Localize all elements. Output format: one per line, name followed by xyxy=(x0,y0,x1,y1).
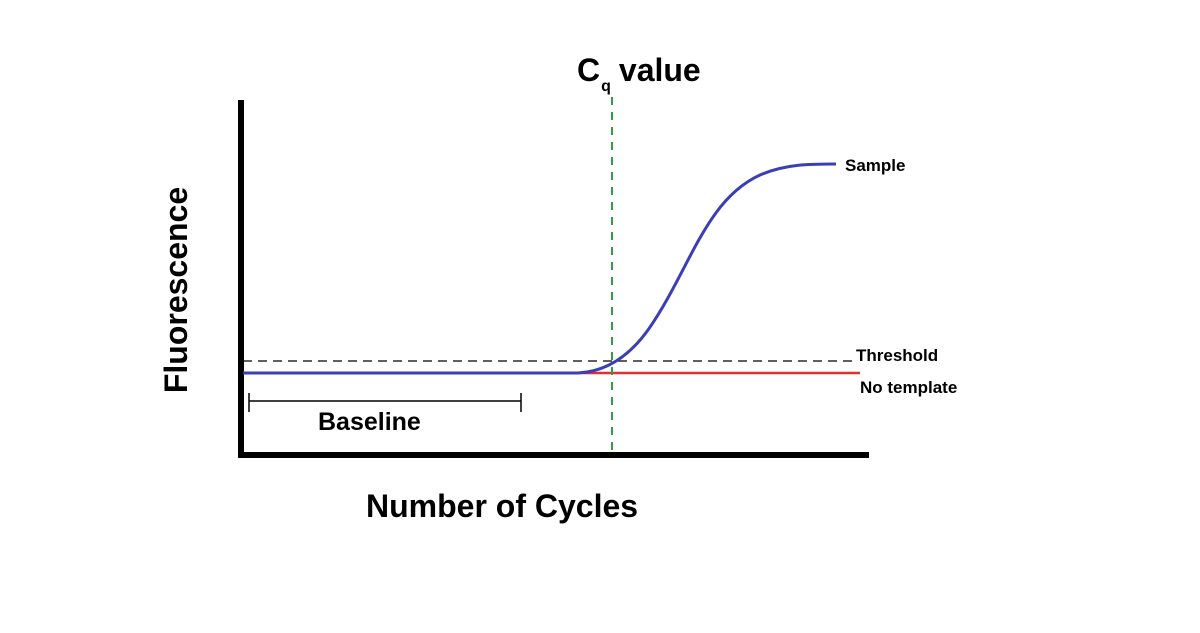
chart-title-subscript: q xyxy=(601,78,611,95)
baseline-label: Baseline xyxy=(318,408,421,436)
series-sample-line xyxy=(243,162,837,375)
y-axis-label: Fluorescence xyxy=(158,186,194,394)
chart-title-main: C xyxy=(577,52,601,88)
series-sample-label: Sample xyxy=(845,156,906,175)
x-axis-label: Number of Cycles xyxy=(366,488,639,524)
chart-title-rest: value xyxy=(618,52,701,88)
chart-title: Cq value xyxy=(577,52,701,95)
series-no-template-label: No template xyxy=(860,378,958,397)
threshold-label: Threshold xyxy=(856,346,939,365)
